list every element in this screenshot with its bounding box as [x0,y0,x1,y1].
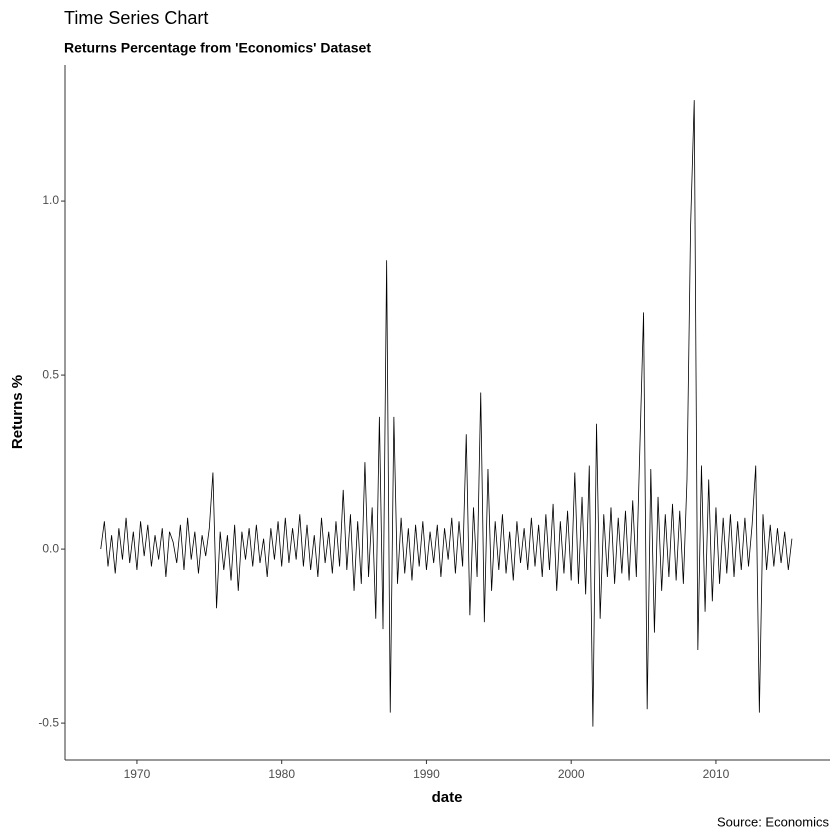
y-tick-label: 0.0 [42,541,59,555]
x-tick-label: 2010 [703,767,730,781]
x-tick-label: 2000 [558,767,585,781]
y-tick-label: 0.5 [42,367,59,381]
chart-subtitle: Returns Percentage from 'Economics' Data… [64,40,371,56]
chart-title: Time Series Chart [64,8,208,28]
x-tick-label: 1980 [268,767,295,781]
caption: Source: Economics [717,814,829,829]
x-tick-label: 1990 [413,767,440,781]
x-axis-title: date [432,789,463,806]
x-tick-label: 1970 [124,767,151,781]
y-axis-title: Returns % [9,375,26,449]
y-tick-label: 1.0 [42,193,59,207]
series-line [100,100,793,727]
y-tick-label: -0.5 [38,715,59,729]
